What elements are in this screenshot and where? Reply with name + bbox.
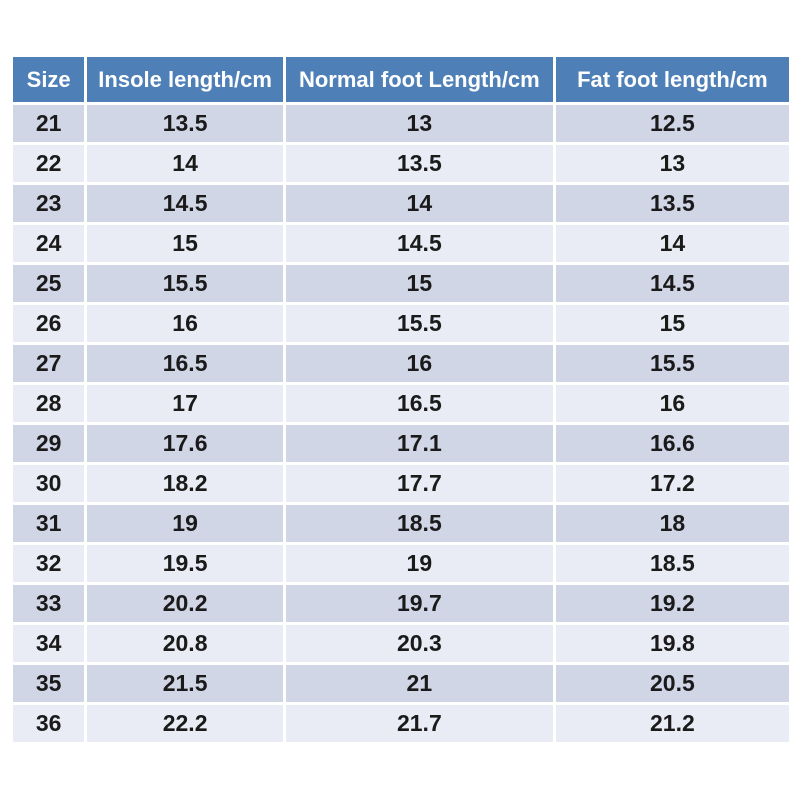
table-cell: 24: [13, 223, 88, 265]
table-cell: 18.5: [554, 543, 789, 585]
table-cell: 32: [13, 543, 88, 585]
table-cell: 15.5: [85, 263, 286, 305]
table-cell: 15.5: [554, 343, 789, 385]
table-row: 35 21.5 21 20.5: [13, 663, 789, 705]
column-header-size: Size: [13, 57, 88, 105]
table-cell: 22.2: [85, 703, 286, 745]
table-row: 31 19 18.5 18: [13, 503, 789, 545]
table-cell: 13: [554, 143, 789, 185]
column-header-normal-foot-length: Normal foot Length/cm: [284, 57, 556, 105]
table-cell: 14: [284, 183, 556, 225]
table-cell: 25: [13, 263, 88, 305]
table-cell: 17.6: [85, 423, 286, 465]
table-row: 32 19.5 19 18.5: [13, 543, 789, 585]
table-cell: 17.2: [554, 463, 789, 505]
size-table-body: 21 13.5 13 12.5 22 14 13.5 13 23 14.5 14 13.5 24 15 14…: [13, 103, 789, 745]
table-row: 29 17.6 17.1 16.6: [13, 423, 789, 465]
table-row: 22 14 13.5 13: [13, 143, 789, 185]
table-cell: 34: [13, 623, 88, 665]
table-cell: 23: [13, 183, 88, 225]
table-cell: 19.5: [85, 543, 286, 585]
column-header-fat-foot-length: Fat foot length/cm: [554, 57, 789, 105]
table-cell: 15: [554, 303, 789, 345]
table-cell: 28: [13, 383, 88, 425]
table-row: 30 18.2 17.7 17.2: [13, 463, 789, 505]
table-cell: 14.5: [284, 223, 556, 265]
size-chart-header: Size Insole length/cm Normal foot Length…: [13, 57, 789, 105]
table-cell: 21: [284, 663, 556, 705]
table-cell: 13.5: [85, 103, 286, 145]
table-cell: 18: [554, 503, 789, 545]
header-row: Size Insole length/cm Normal foot Length…: [13, 57, 789, 105]
table-row: 33 20.2 19.7 19.2: [13, 583, 789, 625]
table-cell: 13.5: [554, 183, 789, 225]
table-cell: 15.5: [284, 303, 556, 345]
table-cell: 16: [554, 383, 789, 425]
table-cell: 17.1: [284, 423, 556, 465]
table-cell: 18.2: [85, 463, 286, 505]
table-cell: 15: [85, 223, 286, 265]
table-cell: 36: [13, 703, 88, 745]
table-cell: 21.2: [554, 703, 789, 745]
table-row: 34 20.8 20.3 19.8: [13, 623, 789, 665]
table-cell: 21.5: [85, 663, 286, 705]
table-cell: 20.2: [85, 583, 286, 625]
table-cell: 20.3: [284, 623, 556, 665]
size-chart-table-container: Size Insole length/cm Normal foot Length…: [13, 57, 789, 745]
table-row: 28 17 16.5 16: [13, 383, 789, 425]
table-row: 25 15.5 15 14.5: [13, 263, 789, 305]
table-cell: 16: [85, 303, 286, 345]
table-cell: 19: [85, 503, 286, 545]
table-cell: 15: [284, 263, 556, 305]
table-row: 36 22.2 21.7 21.2: [13, 703, 789, 745]
table-cell: 16.5: [85, 343, 286, 385]
table-cell: 19: [284, 543, 556, 585]
table-cell: 29: [13, 423, 88, 465]
table-cell: 13: [284, 103, 556, 145]
table-row: 24 15 14.5 14: [13, 223, 789, 265]
table-cell: 22: [13, 143, 88, 185]
table-cell: 21: [13, 103, 88, 145]
table-cell: 20.5: [554, 663, 789, 705]
table-cell: 18.5: [284, 503, 556, 545]
table-cell: 19.8: [554, 623, 789, 665]
table-cell: 20.8: [85, 623, 286, 665]
table-row: 26 16 15.5 15: [13, 303, 789, 345]
table-cell: 19.2: [554, 583, 789, 625]
table-cell: 17: [85, 383, 286, 425]
table-cell: 19.7: [284, 583, 556, 625]
table-cell: 13.5: [284, 143, 556, 185]
table-cell: 17.7: [284, 463, 556, 505]
table-cell: 16.6: [554, 423, 789, 465]
table-cell: 16: [284, 343, 556, 385]
table-cell: 26: [13, 303, 88, 345]
table-cell: 35: [13, 663, 88, 705]
table-cell: 14.5: [85, 183, 286, 225]
table-cell: 31: [13, 503, 88, 545]
table-cell: 12.5: [554, 103, 789, 145]
table-row: 27 16.5 16 15.5: [13, 343, 789, 385]
table-cell: 14.5: [554, 263, 789, 305]
table-cell: 21.7: [284, 703, 556, 745]
table-cell: 33: [13, 583, 88, 625]
table-cell: 14: [554, 223, 789, 265]
table-row: 21 13.5 13 12.5: [13, 103, 789, 145]
table-cell: 30: [13, 463, 88, 505]
table-cell: 27: [13, 343, 88, 385]
table-cell: 14: [85, 143, 286, 185]
column-header-insole-length: Insole length/cm: [85, 57, 286, 105]
table-row: 23 14.5 14 13.5: [13, 183, 789, 225]
table-cell: 16.5: [284, 383, 556, 425]
size-chart-table: Size Insole length/cm Normal foot Length…: [13, 57, 789, 745]
